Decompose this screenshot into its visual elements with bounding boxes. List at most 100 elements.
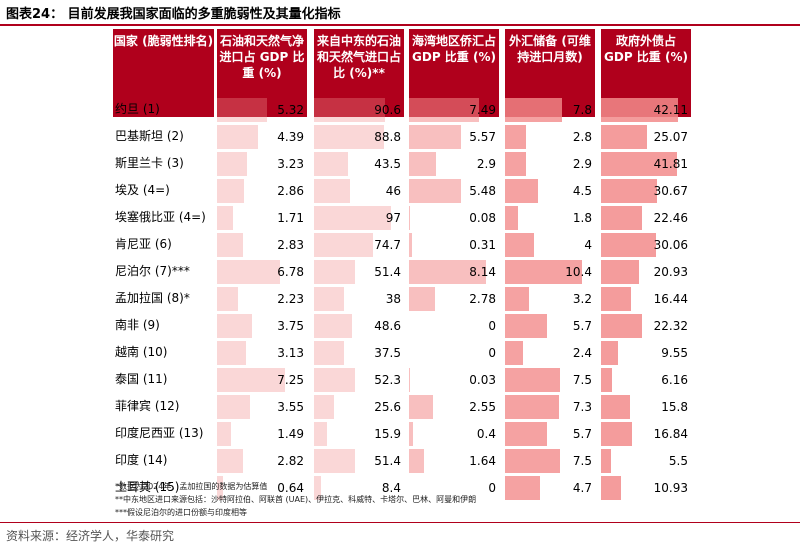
cell-value: 43.5: [374, 157, 401, 171]
cell-value: 5.7: [572, 319, 592, 333]
cell-gulf-remittances: 0.4: [409, 422, 499, 446]
figure-title: 图表24： 目前发展我国家面临的多重脆弱性及其量化指标: [6, 7, 341, 22]
title-divider: [0, 24, 800, 26]
cell-value: 2.55: [469, 400, 496, 414]
value-bar: [217, 476, 223, 500]
cell-external-debt: 16.84: [601, 422, 691, 446]
cell-oil-gas-net-import: 3.55: [217, 395, 307, 419]
country-name: 尼泊尔 (7)***: [115, 264, 190, 278]
cell-value: 3.2: [572, 292, 592, 306]
cell-fx-reserves: 2.4: [505, 341, 595, 365]
cell-middle-east-share: 15.9: [314, 422, 404, 446]
cell-external-debt: 6.16: [601, 368, 691, 392]
cell-value: 5.48: [469, 184, 496, 198]
cell-oil-gas-net-import: 2.23: [217, 287, 307, 311]
cell-value: 4.7: [572, 481, 592, 495]
value-bar: [601, 341, 619, 365]
cell-external-debt: 41.81: [601, 152, 691, 176]
country-name: 巴基斯坦 (2): [115, 129, 184, 143]
cell-oil-gas-net-import: 2.86: [217, 179, 307, 203]
cell-value: 2.9: [476, 157, 496, 171]
cell-value: 2.9: [572, 157, 592, 171]
cell-gulf-remittances: 0.31: [409, 233, 499, 257]
value-bar: [601, 422, 632, 446]
value-bar: [314, 125, 385, 149]
cell-value: 7.49: [469, 103, 496, 117]
cell-value: 38: [385, 292, 401, 306]
cell-external-debt: 10.93: [601, 476, 691, 500]
value-bar: [217, 125, 258, 149]
cell-value: 1.64: [469, 454, 496, 468]
header-country: 国家 (脆弱性排名): [113, 29, 214, 117]
value-bar: [314, 260, 355, 284]
cell-gulf-remittances: 0: [409, 341, 499, 365]
value-bar: [601, 206, 642, 230]
cell-fx-reserves: 7.5: [505, 368, 595, 392]
table-row: 土耳其 (15) 0.64 8.4 0 4.7 10.93: [113, 473, 696, 500]
cell-value: 4: [584, 238, 592, 252]
cell-value: 46: [385, 184, 401, 198]
cell-middle-east-share: 90.6: [314, 98, 404, 122]
value-bar: [409, 125, 462, 149]
value-bar: [314, 152, 349, 176]
cell-oil-gas-net-import: 3.23: [217, 152, 307, 176]
value-bar: [217, 152, 248, 176]
table-row: 印度尼西亚 (13) 1.49 15.9 0.4 5.7 16.84: [113, 419, 696, 446]
table-row: 南非 (9) 3.75 48.6 0 5.7 22.32: [113, 311, 696, 338]
cell-external-debt: 16.44: [601, 287, 691, 311]
cell-oil-gas-net-import: 4.39: [217, 125, 307, 149]
bottom-divider: [0, 522, 800, 523]
cell-gulf-remittances: 7.49: [409, 98, 499, 122]
value-bar: [505, 314, 547, 338]
cell-external-debt: 22.32: [601, 314, 691, 338]
cell-fx-reserves: 10.4: [505, 260, 595, 284]
value-bar: [217, 449, 244, 473]
value-bar: [601, 152, 677, 176]
value-bar: [505, 395, 559, 419]
country-name: 印度 (14): [115, 453, 168, 467]
cell-middle-east-share: 74.7: [314, 233, 404, 257]
value-bar: [601, 179, 657, 203]
cell-fx-reserves: 7.3: [505, 395, 595, 419]
table-row: 埃塞俄比亚 (4=) 1.71 97 0.08 1.8 22.46: [113, 203, 696, 230]
cell-middle-east-share: 43.5: [314, 152, 404, 176]
cell-value: 0.08: [469, 211, 496, 225]
value-bar: [505, 206, 519, 230]
cell-gulf-remittances: 5.57: [409, 125, 499, 149]
cell-value: 4.39: [277, 130, 304, 144]
value-bar: [505, 341, 523, 365]
cell-value: 0: [488, 481, 496, 495]
cell-fx-reserves: 4.7: [505, 476, 595, 500]
value-bar: [505, 98, 563, 122]
country-name: 孟加拉国 (8)*: [115, 291, 190, 305]
value-bar: [505, 476, 540, 500]
cell-value: 2.86: [277, 184, 304, 198]
value-bar: [505, 152, 527, 176]
cell-middle-east-share: 38: [314, 287, 404, 311]
cell-value: 90.6: [374, 103, 401, 117]
value-bar: [314, 395, 335, 419]
value-bar: [505, 449, 561, 473]
cell-value: 0: [488, 319, 496, 333]
table-row: 菲律宾 (12) 3.55 25.6 2.55 7.3 15.8: [113, 392, 696, 419]
country-name: 菲律宾 (12): [115, 399, 180, 413]
cell-value: 8.14: [469, 265, 496, 279]
cell-external-debt: 30.67: [601, 179, 691, 203]
cell-value: 3.13: [277, 346, 304, 360]
cell-external-debt: 30.06: [601, 233, 691, 257]
cell-value: 7.8: [572, 103, 592, 117]
cell-value: 3.55: [277, 400, 304, 414]
value-bar: [217, 233, 244, 257]
cell-gulf-remittances: 2.9: [409, 152, 499, 176]
cell-fx-reserves: 3.2: [505, 287, 595, 311]
value-bar: [409, 422, 413, 446]
footnote-3: ***假设尼泊尔的进口份额与印度相等: [115, 508, 247, 517]
value-bar: [314, 341, 344, 365]
cell-value: 2.8: [572, 130, 592, 144]
cell-oil-gas-net-import: 6.78: [217, 260, 307, 284]
cell-middle-east-share: 97: [314, 206, 404, 230]
table-row: 尼泊尔 (7)*** 6.78 51.4 8.14 10.4 20.93: [113, 257, 696, 284]
table-row: 斯里兰卡 (3) 3.23 43.5 2.9 2.9 41.81: [113, 149, 696, 176]
cell-fx-reserves: 2.8: [505, 125, 595, 149]
value-bar: [409, 449, 425, 473]
